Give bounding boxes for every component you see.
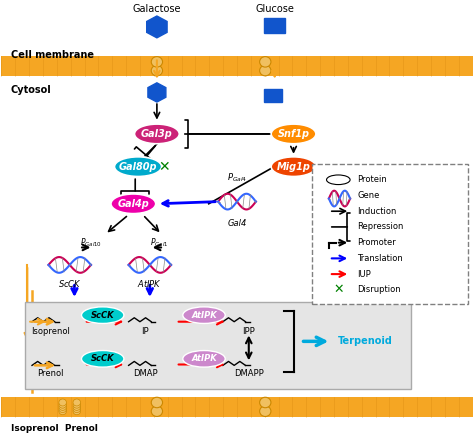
Text: Induction: Induction	[357, 207, 397, 216]
Text: Prenol: Prenol	[37, 369, 64, 378]
Circle shape	[73, 401, 81, 408]
FancyBboxPatch shape	[264, 18, 285, 34]
Text: AtIPK: AtIPK	[191, 310, 217, 320]
Text: DMAP: DMAP	[133, 369, 157, 378]
Circle shape	[59, 401, 66, 408]
Text: Repression: Repression	[357, 222, 403, 232]
Text: Disruption: Disruption	[357, 285, 401, 294]
Text: Isoprenol: Isoprenol	[31, 327, 70, 336]
FancyBboxPatch shape	[264, 89, 282, 102]
Text: Snf1p: Snf1p	[278, 129, 310, 139]
Circle shape	[260, 406, 271, 416]
Text: Isoprenol  Prenol: Isoprenol Prenol	[11, 424, 98, 433]
Ellipse shape	[183, 307, 225, 323]
Circle shape	[260, 65, 271, 76]
Circle shape	[73, 404, 81, 411]
Ellipse shape	[111, 194, 156, 213]
Text: $AtIPK$: $AtIPK$	[137, 278, 162, 289]
Text: Gal80p: Gal80p	[119, 162, 157, 172]
Circle shape	[260, 397, 271, 408]
Circle shape	[151, 56, 163, 67]
Ellipse shape	[82, 351, 124, 367]
Text: Gene: Gene	[357, 191, 380, 200]
Text: $ScCK$: $ScCK$	[58, 278, 82, 289]
Text: P$_{Gal10}$: P$_{Gal10}$	[80, 236, 102, 249]
Circle shape	[260, 56, 271, 67]
Circle shape	[151, 406, 163, 416]
Text: Promoter: Promoter	[357, 238, 396, 247]
Text: Terpenoid: Terpenoid	[338, 336, 393, 346]
Ellipse shape	[82, 307, 124, 323]
Text: P$_{Gal1}$: P$_{Gal1}$	[150, 236, 168, 249]
Text: IPP: IPP	[242, 327, 255, 336]
Circle shape	[151, 65, 163, 76]
Ellipse shape	[135, 124, 179, 144]
Text: ✕: ✕	[333, 283, 344, 296]
Text: DMAPP: DMAPP	[234, 369, 264, 378]
Ellipse shape	[327, 175, 350, 185]
FancyBboxPatch shape	[25, 302, 411, 389]
Circle shape	[73, 408, 81, 415]
Circle shape	[73, 406, 81, 412]
Text: Gal4: Gal4	[228, 219, 246, 228]
Text: IP: IP	[141, 327, 149, 336]
Circle shape	[59, 399, 66, 406]
Ellipse shape	[271, 124, 316, 144]
Text: Cytosol: Cytosol	[11, 85, 52, 95]
Text: Mig1p: Mig1p	[277, 162, 310, 172]
Text: Gal4p: Gal4p	[118, 199, 149, 209]
Text: ScCK: ScCK	[91, 310, 115, 320]
Circle shape	[59, 406, 66, 412]
Text: IUP: IUP	[357, 269, 371, 279]
Circle shape	[59, 408, 66, 415]
Text: Cell membrane: Cell membrane	[11, 50, 94, 60]
Ellipse shape	[271, 157, 316, 176]
Ellipse shape	[115, 157, 162, 176]
Text: Galactose: Galactose	[133, 4, 181, 14]
Text: P$_{Gal4}$: P$_{Gal4}$	[227, 172, 247, 184]
Text: AtIPK: AtIPK	[191, 354, 217, 363]
Text: Gal3p: Gal3p	[141, 129, 173, 139]
FancyBboxPatch shape	[312, 164, 468, 304]
Circle shape	[73, 399, 81, 406]
Text: ✕: ✕	[158, 160, 170, 174]
Circle shape	[59, 404, 66, 411]
Text: Protein: Protein	[357, 175, 387, 184]
Circle shape	[151, 397, 163, 408]
Text: Glucose: Glucose	[255, 4, 294, 14]
Text: ScCK: ScCK	[91, 354, 115, 363]
FancyBboxPatch shape	[1, 56, 473, 76]
Ellipse shape	[183, 351, 225, 367]
Text: Translation: Translation	[357, 254, 403, 263]
FancyBboxPatch shape	[1, 397, 473, 417]
